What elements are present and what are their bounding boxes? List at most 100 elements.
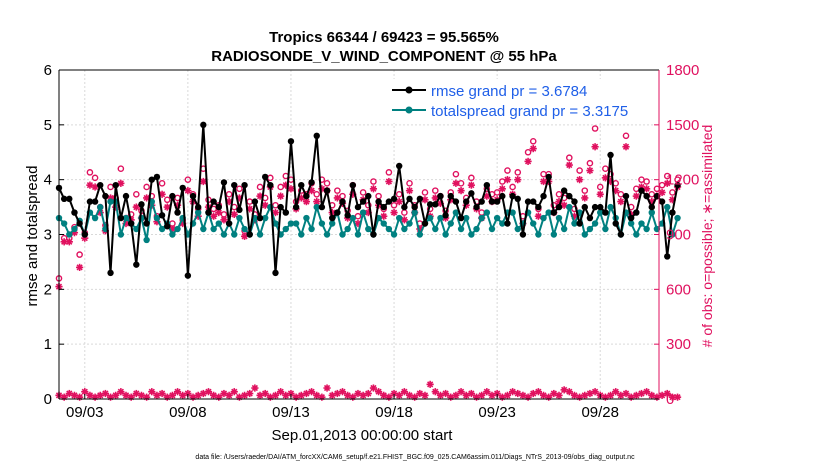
low-band-point bbox=[127, 393, 135, 401]
assimilated-point bbox=[184, 187, 192, 195]
rmse-point bbox=[514, 195, 521, 203]
data-file-footer: data file: /Users/raeder/DAI/ATM_forcXX/… bbox=[195, 454, 635, 461]
totalspread-point bbox=[530, 220, 537, 227]
totalspread-point bbox=[158, 225, 166, 233]
totalspread-point bbox=[488, 225, 496, 233]
totalspread-point bbox=[256, 231, 264, 238]
rmse-point bbox=[133, 261, 140, 268]
rmse-point bbox=[406, 195, 413, 203]
assimilated-point bbox=[395, 198, 403, 206]
totalspread-point bbox=[220, 231, 228, 238]
rmse-point bbox=[627, 214, 635, 222]
rmse-point bbox=[194, 203, 202, 211]
possible-point bbox=[529, 137, 537, 145]
totalspread-point bbox=[349, 214, 357, 222]
totalspread-point bbox=[674, 214, 681, 222]
rmse-point bbox=[334, 209, 341, 216]
low-band-point bbox=[431, 388, 439, 396]
rmse-point bbox=[602, 209, 609, 216]
possible-point bbox=[184, 176, 192, 183]
legend-box bbox=[388, 79, 650, 123]
assimilated-point bbox=[529, 144, 537, 153]
rmse-point bbox=[241, 181, 248, 189]
y-axis-left-label: rmse and totalspread bbox=[24, 166, 41, 307]
y-left-tick-label: 0 bbox=[44, 391, 52, 408]
assimilated-point bbox=[591, 143, 599, 151]
low-band-point bbox=[493, 389, 501, 398]
rmse-point bbox=[359, 198, 367, 205]
y-left-tick-label: 3 bbox=[44, 227, 52, 244]
possible-point bbox=[622, 132, 630, 140]
low-band-point bbox=[158, 389, 166, 398]
totalspread-point bbox=[473, 225, 480, 233]
totalspread-point bbox=[638, 220, 645, 227]
totalspread-point bbox=[514, 225, 521, 233]
x-tick-label: 09/28 bbox=[581, 404, 619, 421]
totalspread-point bbox=[117, 231, 125, 238]
possible-point bbox=[586, 159, 594, 167]
low-band-point bbox=[225, 391, 233, 399]
possible-point bbox=[493, 189, 501, 196]
low-band-point bbox=[385, 393, 393, 401]
rmse-point bbox=[375, 198, 382, 205]
low-band-point bbox=[606, 391, 615, 399]
low-band-point bbox=[550, 389, 558, 398]
rmse-point bbox=[287, 138, 295, 145]
low-band-point bbox=[323, 384, 331, 392]
rmse-point bbox=[308, 179, 315, 186]
rmse-point bbox=[323, 187, 331, 194]
assimilated-point bbox=[380, 212, 388, 220]
possible-point bbox=[163, 196, 171, 204]
totalspread-point bbox=[607, 203, 614, 211]
totalspread-point bbox=[452, 209, 460, 216]
possible-point bbox=[91, 174, 99, 182]
possible-point bbox=[385, 169, 393, 176]
assimilated-point bbox=[467, 181, 475, 189]
low-band-point bbox=[395, 391, 403, 399]
rmse-point bbox=[633, 209, 640, 216]
rmse-point bbox=[261, 173, 269, 181]
assimilated-point bbox=[503, 176, 512, 184]
totalspread-point bbox=[313, 203, 320, 211]
totalspread-point bbox=[153, 214, 161, 222]
y-right-tick-label: 1500 bbox=[666, 117, 699, 134]
assimilated-point bbox=[632, 192, 640, 200]
rmse-point bbox=[396, 162, 403, 170]
rmse-point bbox=[272, 269, 279, 277]
assimilated-point bbox=[524, 157, 532, 165]
totalspread-point bbox=[60, 220, 68, 227]
possible-point bbox=[509, 183, 516, 191]
possible-point bbox=[504, 167, 511, 174]
rmse-point bbox=[158, 212, 166, 219]
totalspread-point bbox=[292, 220, 300, 227]
low-band-point bbox=[230, 388, 238, 396]
possible-point bbox=[236, 185, 243, 193]
rmse-point bbox=[571, 198, 578, 205]
rmse-point bbox=[442, 212, 449, 219]
totalspread-point bbox=[571, 220, 578, 227]
possible-point bbox=[524, 148, 532, 156]
rmse-point bbox=[76, 220, 83, 227]
totalspread-point bbox=[359, 209, 367, 216]
rmse-point bbox=[488, 198, 496, 205]
possible-point bbox=[596, 183, 604, 191]
low-band-point bbox=[173, 388, 182, 396]
rmse-point bbox=[148, 176, 155, 183]
rmse-point bbox=[107, 269, 114, 277]
rmse-point bbox=[225, 220, 233, 227]
rmse-point bbox=[256, 214, 264, 222]
rmse-point bbox=[354, 203, 362, 211]
totalspread-point bbox=[509, 209, 516, 216]
rmse-point bbox=[370, 231, 377, 238]
y-right-tick-label: 300 bbox=[666, 336, 691, 353]
low-band-point bbox=[251, 384, 259, 392]
possible-point bbox=[602, 165, 609, 172]
assimilated-point bbox=[277, 192, 285, 200]
assimilated-point bbox=[663, 179, 671, 187]
low-band-point bbox=[565, 388, 573, 396]
possible-point bbox=[566, 154, 573, 162]
rmse-point bbox=[545, 173, 552, 181]
assimilated-point bbox=[333, 194, 341, 202]
totalspread-point bbox=[122, 214, 130, 222]
low-band-point bbox=[148, 388, 156, 396]
